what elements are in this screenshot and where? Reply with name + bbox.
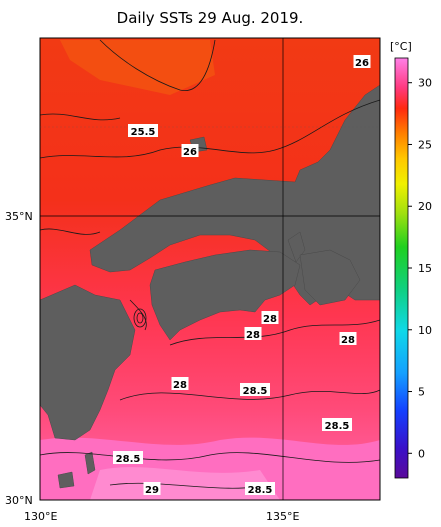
colorbar-tick-label: 30 — [418, 77, 432, 90]
contour-label-bg — [245, 482, 275, 495]
colorbar-ticks: 30 25 20 15 10 5 0 — [408, 77, 432, 460]
land-yakushima — [57, 471, 75, 489]
land-kyushu — [39, 284, 136, 441]
contour-label-bg — [240, 383, 270, 396]
map-title: Daily SSTs 29 Aug. 2019. — [116, 9, 304, 27]
contour-label-bg — [261, 311, 279, 324]
contour-label-bg — [113, 451, 143, 464]
lat-tick-35: 35°N — [5, 210, 33, 223]
contour-label-bg — [339, 332, 357, 345]
lon-tick-130: 130°E — [24, 510, 57, 523]
contour-label: 28.5 — [243, 386, 268, 397]
lon-tick-135: 135°E — [266, 510, 299, 523]
contour-label: 28 — [246, 330, 260, 341]
land-shikoku — [149, 249, 301, 341]
contour-label-bg — [353, 55, 371, 68]
contour-label-bg — [171, 377, 189, 390]
contour-label-bg — [128, 124, 158, 137]
contour-label: 28.5 — [116, 454, 141, 465]
contour-label-bg — [143, 482, 161, 495]
sst-patch-south2 — [90, 467, 280, 500]
land-tanegashima — [84, 451, 96, 475]
colorbar-tick-label: 15 — [418, 262, 432, 275]
land-awaji — [287, 231, 306, 263]
contour-label: 28 — [173, 380, 187, 391]
contour-label: 28 — [341, 335, 355, 346]
contour-label-bg — [181, 144, 199, 157]
lat-tick-30: 30°N — [5, 494, 33, 507]
colorbar-tick-label: 10 — [418, 324, 432, 337]
contour-label-bg — [322, 418, 352, 431]
land-kii — [299, 249, 361, 306]
colorbar-tick-label: 20 — [418, 200, 432, 213]
land — [39, 84, 381, 489]
colorbar-tick-label: 25 — [418, 138, 432, 151]
colorbar — [394, 57, 409, 479]
contour-label: 28 — [263, 314, 277, 325]
map-frame — [39, 37, 381, 501]
sst-patch-north — [60, 40, 215, 95]
contour-label-bg — [244, 327, 262, 340]
colorbar-unit: [°C] — [390, 40, 412, 53]
contour-label: 26 — [183, 147, 197, 158]
colorbar-tick-label: 0 — [418, 447, 425, 460]
contour-label: 29 — [145, 485, 159, 496]
contour-label: 28.5 — [248, 485, 273, 496]
contour-label: 25.5 — [131, 127, 156, 138]
contour-label: 26 — [355, 58, 369, 69]
colorbar-tick-label: 5 — [418, 386, 425, 399]
contour-label: 28.5 — [325, 421, 350, 432]
